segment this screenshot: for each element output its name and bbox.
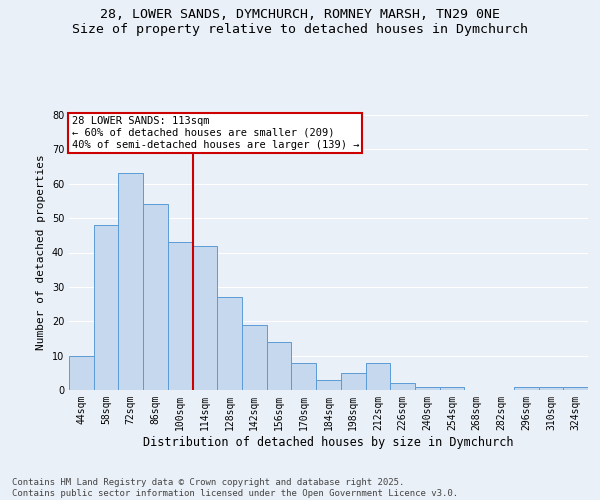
Bar — [242, 324, 267, 390]
Bar — [316, 380, 341, 390]
Bar — [217, 297, 242, 390]
Text: Contains HM Land Registry data © Crown copyright and database right 2025.
Contai: Contains HM Land Registry data © Crown c… — [12, 478, 458, 498]
Bar — [143, 204, 168, 390]
Bar — [365, 362, 390, 390]
Bar — [118, 174, 143, 390]
Bar — [440, 386, 464, 390]
Bar — [415, 386, 440, 390]
Text: 28, LOWER SANDS, DYMCHURCH, ROMNEY MARSH, TN29 0NE: 28, LOWER SANDS, DYMCHURCH, ROMNEY MARSH… — [100, 8, 500, 20]
Bar — [539, 386, 563, 390]
Bar — [267, 342, 292, 390]
Y-axis label: Number of detached properties: Number of detached properties — [36, 154, 46, 350]
Bar — [390, 383, 415, 390]
Bar — [94, 225, 118, 390]
Bar — [514, 386, 539, 390]
Text: 28 LOWER SANDS: 113sqm
← 60% of detached houses are smaller (209)
40% of semi-de: 28 LOWER SANDS: 113sqm ← 60% of detached… — [71, 116, 359, 150]
Bar — [292, 362, 316, 390]
Bar — [563, 386, 588, 390]
X-axis label: Distribution of detached houses by size in Dymchurch: Distribution of detached houses by size … — [143, 436, 514, 448]
Bar — [193, 246, 217, 390]
Text: Size of property relative to detached houses in Dymchurch: Size of property relative to detached ho… — [72, 22, 528, 36]
Bar — [168, 242, 193, 390]
Bar — [341, 373, 365, 390]
Bar — [69, 356, 94, 390]
